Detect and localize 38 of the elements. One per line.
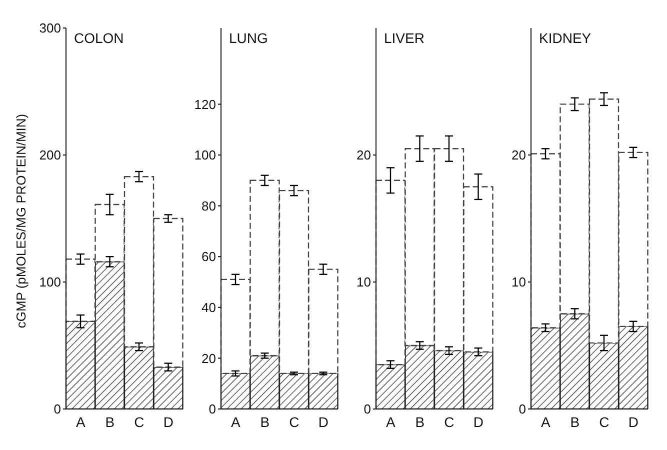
chart-title: LIVER [384,30,424,46]
x-tick-label: D [318,414,328,430]
y-tick-label: 60 [202,249,216,264]
x-tick-label: C [134,414,144,430]
y-tick-label: 20 [356,148,371,163]
x-tick-label: B [570,414,580,430]
y-tick-label: 40 [202,300,216,316]
x-tick-label: B [415,414,425,430]
y-tick-label: 100 [194,148,216,163]
y-tick-label: 100 [39,274,61,290]
y-tick-label: 0 [364,402,371,417]
y-axis-title: cGMP (pMOLES/MG PROTEIN/MIN) [14,113,28,328]
chart-title: COLON [74,30,124,46]
chart-title: KIDNEY [539,30,592,46]
y-tick-label: 20 [202,350,216,366]
x-tick-label: A [540,414,551,430]
chart-title: LUNG [229,30,268,46]
x-tick-label: C [289,414,300,430]
x-tick-label: D [628,414,638,430]
y-tick-label: 0 [54,402,61,417]
y-tick-label: 80 [202,198,216,214]
x-tick-label: A [386,414,396,430]
y-tick-label: 20 [512,148,526,163]
x-tick-label: A [230,414,241,430]
y-tick-label: 120 [194,96,216,112]
x-tick-label: B [260,414,270,430]
x-tick-label: D [473,414,484,430]
x-tick-label: C [599,414,610,430]
y-tick-label: 0 [518,402,526,417]
x-tick-label: A [76,414,86,430]
y-tick-label: 200 [39,148,61,163]
y-tick-label: 10 [512,274,526,290]
x-tick-label: B [105,414,115,430]
y-tick-label: 0 [208,402,216,417]
x-tick-label: D [163,414,174,430]
x-tick-label: C [444,414,454,430]
y-tick-label: 300 [39,20,61,36]
y-tick-label: 10 [356,274,371,290]
